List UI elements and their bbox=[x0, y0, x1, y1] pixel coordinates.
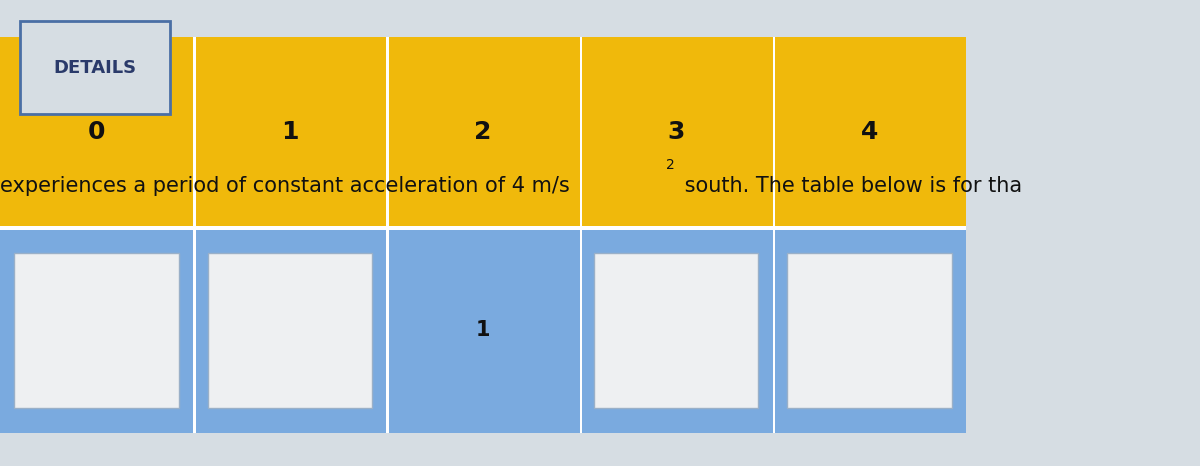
Text: 1: 1 bbox=[281, 120, 299, 144]
Text: 4: 4 bbox=[860, 120, 878, 144]
Bar bbox=[773, 227, 966, 433]
Bar bbox=[193, 37, 196, 227]
Bar bbox=[773, 37, 966, 227]
Bar bbox=[0, 226, 966, 230]
Bar bbox=[580, 227, 773, 433]
Bar bbox=[14, 253, 179, 408]
Bar bbox=[193, 37, 386, 227]
Bar bbox=[386, 227, 389, 433]
Bar bbox=[773, 227, 775, 433]
Text: 2: 2 bbox=[666, 158, 674, 172]
FancyBboxPatch shape bbox=[20, 21, 170, 114]
Bar bbox=[0, 227, 193, 433]
Text: south. The table below is for tha: south. The table below is for tha bbox=[678, 177, 1022, 196]
Text: experiences a period of constant acceleration of 4 m/s: experiences a period of constant acceler… bbox=[0, 177, 570, 196]
Bar bbox=[773, 37, 775, 227]
Bar bbox=[580, 37, 773, 227]
Text: 2: 2 bbox=[474, 120, 492, 144]
Bar bbox=[787, 253, 952, 408]
Bar bbox=[208, 253, 372, 408]
Bar bbox=[386, 227, 580, 433]
Text: 3: 3 bbox=[667, 120, 685, 144]
Text: DETAILS: DETAILS bbox=[54, 59, 137, 76]
Bar bbox=[193, 227, 386, 433]
Text: 1: 1 bbox=[475, 321, 491, 340]
Bar bbox=[0, 37, 193, 227]
Bar bbox=[594, 253, 758, 408]
Bar bbox=[386, 37, 389, 227]
Text: 0: 0 bbox=[88, 120, 106, 144]
Bar bbox=[386, 37, 580, 227]
Bar bbox=[580, 227, 582, 433]
Bar bbox=[193, 227, 196, 433]
Bar bbox=[580, 37, 582, 227]
